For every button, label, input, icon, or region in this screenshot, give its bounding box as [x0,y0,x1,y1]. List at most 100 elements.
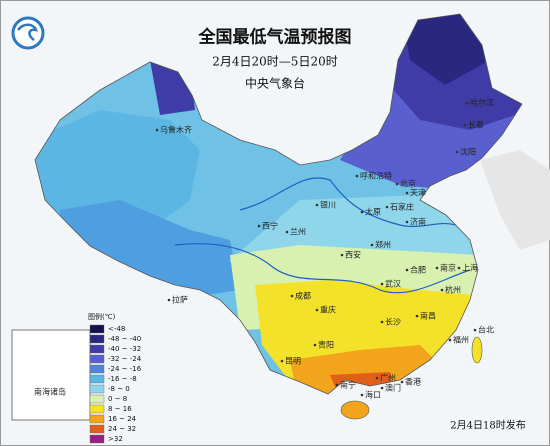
city-dot [448,338,452,342]
legend-label: >32 [108,435,123,443]
city-dot [315,203,319,207]
release-note: 2月4日18时发布 [450,419,525,432]
legend-label: 0 ~ 8 [108,395,127,403]
city-label: 天津 [410,188,426,198]
city-dot [385,205,389,209]
city-dot [457,266,461,270]
river [239,177,456,228]
city-dot [335,383,339,387]
city-label: 重庆 [320,305,336,315]
legend-label: -16 ~ -8 [108,375,137,383]
city-dot [405,220,409,224]
legend-swatch [89,404,105,414]
legend-swatch [89,354,105,364]
city-label: 上海 [462,263,478,273]
inset-box [11,329,91,421]
city-dot [415,314,419,318]
neighbor-land [480,150,550,250]
legend-label: -40 ~ -32 [108,345,141,353]
period: 2月4日20时—5日20时 [212,55,337,69]
city-dot [455,150,459,154]
city-label: 南京 [440,263,456,273]
city-dot [257,224,261,228]
city-label: 呼和浩特 [360,171,392,181]
title: 全国最低气温预报图 [198,27,352,48]
city-label: 合肥 [410,265,426,275]
city-label: 南宁 [340,380,356,390]
city-dot [370,243,374,247]
city-dot [340,253,344,257]
city-dot [360,393,364,397]
city-label: 成都 [295,291,311,301]
city-dot [280,359,284,363]
city-dot [395,182,399,186]
legend-label: -48 ~ -40 [108,335,141,343]
legend-swatch [89,384,105,394]
city-label: 哈尔滨 [470,98,494,108]
legend-swatch [89,414,105,424]
legend-swatch [89,364,105,374]
logo-mark [17,23,38,41]
river [174,243,471,294]
city-dot [473,328,477,332]
city-dot [375,376,379,380]
legend-label: 16 ~ 24 [108,415,137,423]
city-dot [440,288,444,292]
city-label: 台北 [478,325,494,335]
city-label: 香港 [405,377,421,387]
city-label: 银川 [320,200,336,210]
city-label: 乌鲁木齐 [160,125,192,135]
city-label: 兰州 [290,227,306,237]
island [340,400,370,420]
legend-swatch [89,434,105,444]
city-dot [405,268,409,272]
city-dot [435,266,439,270]
city-label: 武汉 [385,279,401,289]
city-label: 太原 [365,207,381,217]
legend-swatch [89,374,105,384]
city-dot [405,191,409,195]
city-label: 澳门 [385,383,401,393]
city-label: 西安 [345,250,361,260]
city-label: 济南 [410,217,426,227]
city-label: 南昌 [420,311,436,321]
city-label: 长春 [468,120,484,130]
city-dot [400,380,404,384]
legend-title: 图例(℃) [88,312,116,321]
city-label: 贵阳 [318,340,334,350]
legend-label: -24 ~ -16 [108,365,142,373]
city-dot [360,210,364,214]
publisher: 中央气象台 [245,76,305,91]
city-label: 长沙 [385,317,401,327]
city-label: 广州 [380,373,396,383]
legend-label: -32 ~ -24 [108,355,142,363]
city-dot [380,320,384,324]
city-dot [380,386,384,390]
city-label: 石家庄 [390,202,414,212]
city-dot [463,123,467,127]
city-label: 福州 [453,336,469,345]
city-dot [313,343,317,347]
island [471,336,483,364]
city-dot [315,308,319,312]
city-label: 拉萨 [172,295,188,305]
city-dot [167,298,171,302]
inset-label: 南海诸岛 [34,387,66,397]
legend-label: -8 ~ 0 [108,385,130,393]
city-dot [290,294,294,298]
city-label: 北京 [400,179,416,189]
city-label: 昆明 [285,357,301,366]
legend-swatch [89,344,105,354]
city-dot [285,230,289,234]
city-label: 西宁 [262,221,278,231]
legend-swatch [89,424,105,434]
city-dot [465,101,469,105]
city-label: 沈阳 [460,147,476,157]
legend: <-48 -48 ~ -40 -40 ~ -32 -32 ~ -24 -24 ~ -16… [89,324,142,444]
legend-label: <-48 [108,325,125,333]
city-dot [155,128,159,132]
city-label: 杭州 [445,285,461,295]
city-label: 海口 [365,390,381,400]
city-dot [355,174,359,178]
